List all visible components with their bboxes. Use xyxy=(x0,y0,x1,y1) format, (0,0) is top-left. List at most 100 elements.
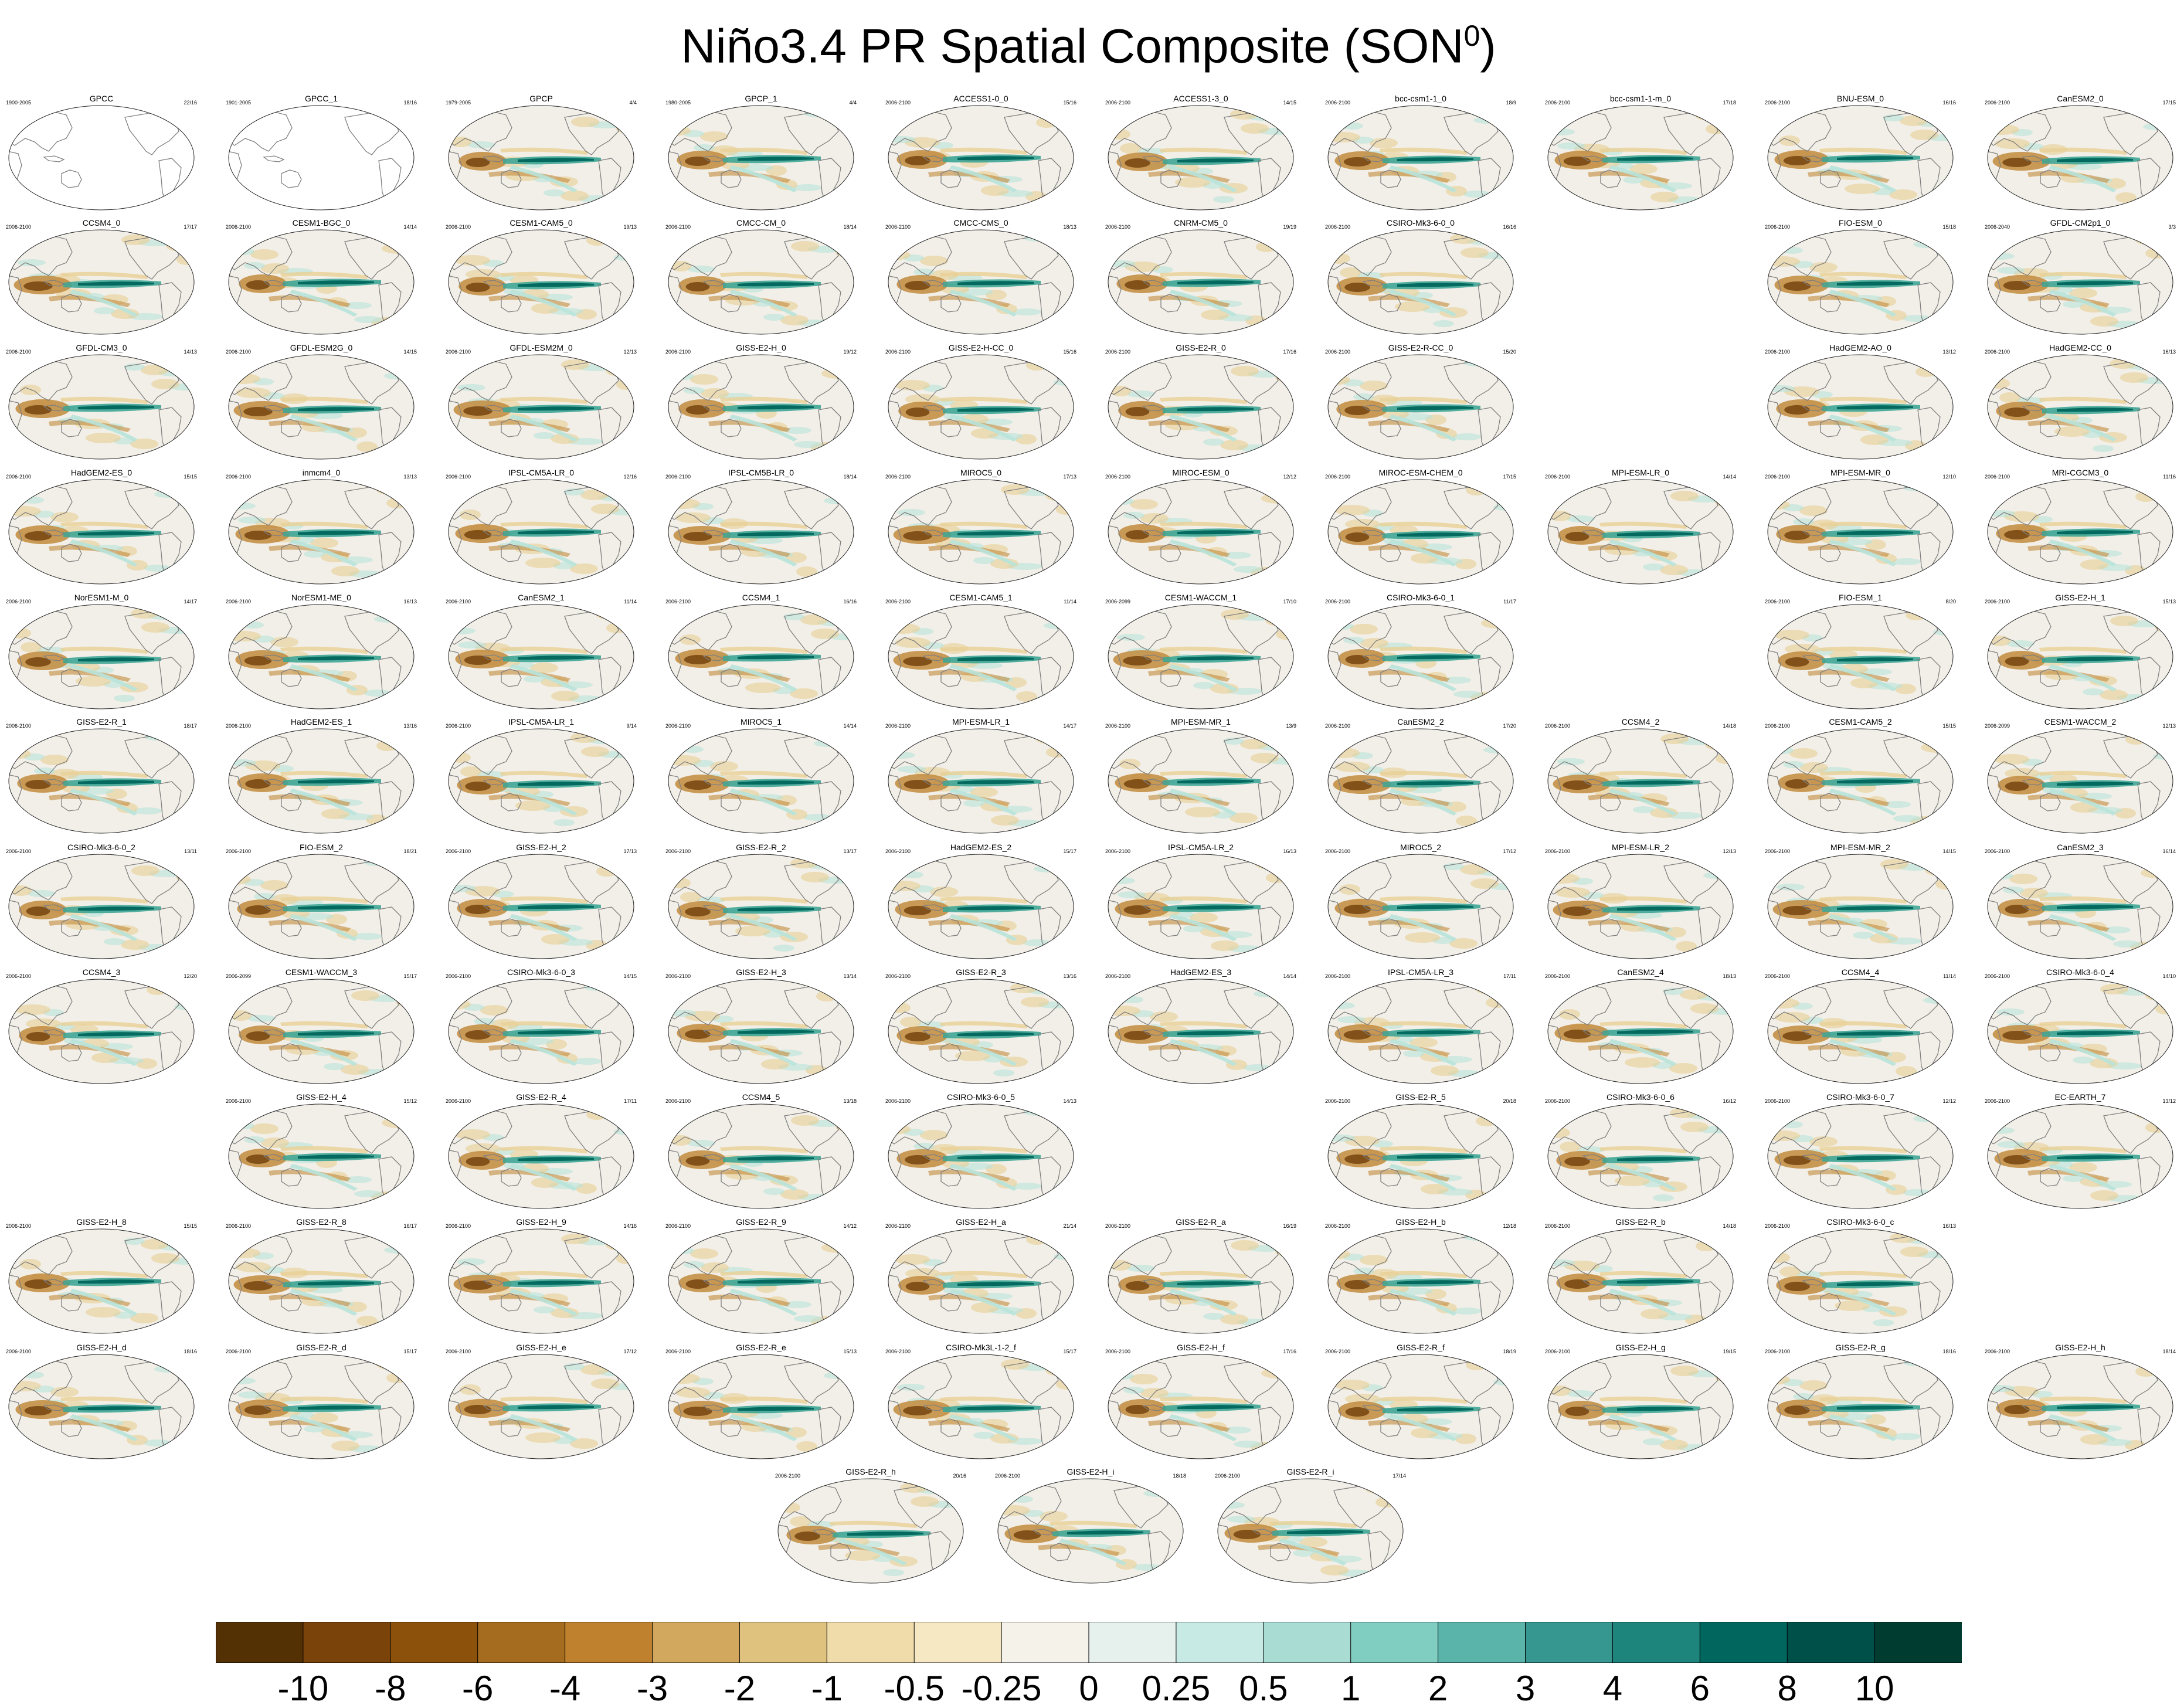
panel-title: IPSL-CM5A-LR_2 xyxy=(1167,843,1234,852)
panel-ratio: 16/16 xyxy=(843,599,857,605)
map-field xyxy=(1548,106,1733,210)
panel-ratio: 14/18 xyxy=(1723,723,1736,729)
map-border xyxy=(448,1354,634,1459)
map-panel-giss-e2-h-9: GISS-E2-H_9 2006-2100 14/16 xyxy=(444,1217,638,1337)
map-panel-csiro-mk3-6-0-c: CSIRO-Mk3-6-0_c 2006-2100 16/13 xyxy=(1764,1217,1957,1337)
map-border xyxy=(1767,979,1954,1084)
map-field xyxy=(1768,1229,1953,1333)
world-map xyxy=(888,1103,1074,1209)
colorbar-segment xyxy=(1088,1622,1177,1663)
map-panel-canesm2-2: CanESM2_2 2006-2100 17/20 xyxy=(1324,717,1517,837)
map-border xyxy=(668,229,854,335)
world-map xyxy=(888,604,1074,709)
world-map xyxy=(228,1354,415,1459)
panel-ratio: 15/15 xyxy=(1942,723,1956,729)
coastline-asia xyxy=(888,857,952,901)
panel-ratio: 11/17 xyxy=(1503,599,1516,605)
coastline-indonesia xyxy=(702,1029,725,1036)
panel-period: 2006-2100 xyxy=(1325,1098,1351,1104)
panel-period: 2006-2100 xyxy=(1325,973,1351,979)
coastline-indonesia xyxy=(1362,1404,1384,1411)
map-field xyxy=(449,355,634,459)
panel-ratio: 14/15 xyxy=(1942,848,1956,854)
colorbar-tick-label: 0.5 xyxy=(1239,1669,1288,1708)
world-map xyxy=(1767,604,1954,709)
coastline-asia xyxy=(449,1232,512,1275)
panel-ratio: 16/13 xyxy=(1283,848,1296,854)
world-map xyxy=(1327,105,1514,210)
coastline-indonesia xyxy=(1802,654,1824,661)
world-map xyxy=(888,854,1074,959)
coastline-asia xyxy=(229,1357,293,1401)
map-border xyxy=(1108,354,1294,460)
coastline-indonesia xyxy=(1582,529,1604,536)
coastline-asia xyxy=(1988,982,2052,1026)
map-field xyxy=(1328,729,1513,833)
panel-ratio: 15/17 xyxy=(403,973,417,979)
panel-title: CESM1-CAM5_0 xyxy=(510,218,573,227)
map-field xyxy=(668,854,854,959)
map-panel-ipsl-cm5a-lr-2: IPSL-CM5A-LR_2 2006-2100 16/13 xyxy=(1104,843,1298,963)
map-border xyxy=(888,728,1074,834)
coastline-asia xyxy=(1548,982,1612,1026)
panel-ratio: 4/4 xyxy=(849,100,857,106)
panel-period: 1901-2005 xyxy=(226,100,252,106)
map-panel-mri-cgcm3-0: MRI-CGCM3_0 2006-2100 11/16 xyxy=(1984,468,2177,588)
coastline-australia xyxy=(2040,1418,2061,1437)
panel-title: GISS-E2-R_b xyxy=(1615,1217,1666,1227)
panel-title: GPCP xyxy=(529,94,553,103)
world-map xyxy=(888,229,1074,335)
map-panel-access1-0-0: ACCESS1-0_0 2006-2100 15/16 xyxy=(884,94,1078,214)
coastline-indonesia xyxy=(702,155,725,162)
panel-ratio: 14/14 xyxy=(843,723,857,729)
panel-ratio: 17/13 xyxy=(1063,474,1076,480)
map-field xyxy=(9,979,194,1084)
panel-ratio: 17/11 xyxy=(1503,973,1516,979)
map-panel-miroc5-1: MIROC5_1 2006-2100 14/14 xyxy=(664,717,858,837)
coastline-indonesia xyxy=(702,405,725,412)
map-border xyxy=(1327,354,1514,460)
coastline-indonesia xyxy=(263,654,285,661)
coastline-indonesia xyxy=(1582,1154,1604,1161)
map-border xyxy=(668,604,854,709)
panel-period: 2006-2100 xyxy=(665,349,691,355)
world-map xyxy=(1108,354,1294,460)
map-border xyxy=(888,105,1074,210)
map-border xyxy=(448,1103,634,1209)
map-field xyxy=(888,1354,1074,1459)
world-map xyxy=(668,979,854,1084)
coastline-asia xyxy=(229,483,293,526)
panel-period: 2006-2100 xyxy=(665,1223,691,1229)
map-panel-giss-e2-h-1: GISS-E2-H_1 2006-2100 15/13 xyxy=(1984,593,2177,713)
map-border xyxy=(1987,354,2173,460)
map-panel-ipsl-cm5b-lr-0: IPSL-CM5B-LR_0 2006-2100 18/14 xyxy=(664,468,858,588)
panel-title: GISS-E2-H_b xyxy=(1395,1217,1446,1227)
map-field xyxy=(1988,480,2173,584)
map-border xyxy=(1327,728,1514,834)
panel-title: GISS-E2-H_g xyxy=(1615,1343,1666,1352)
panel-title: MIROC5_1 xyxy=(740,717,782,726)
map-border xyxy=(888,229,1074,335)
colorbar-tick-label: -0.5 xyxy=(884,1669,945,1708)
map-panel-cesm1-waccm-3: CESM1-WACCM_3 2006-2099 15/17 xyxy=(225,967,418,1088)
map-panel-giss-e2-r-9: GISS-E2-R_9 2006-2100 14/12 xyxy=(664,1217,858,1337)
panel-ratio: 14/15 xyxy=(403,349,417,355)
map-border xyxy=(228,1103,415,1209)
map-panel-hadgem2-es-0: HadGEM2-ES_0 2006-2100 15/15 xyxy=(5,468,198,588)
world-map xyxy=(668,728,854,834)
map-panel-giss-e2-r-2: GISS-E2-R_2 2006-2100 13/17 xyxy=(664,843,858,963)
world-map xyxy=(1327,479,1514,585)
map-field xyxy=(1108,355,1293,459)
map-panel-giss-e2-h-0: GISS-E2-H_0 2006-2100 19/12 xyxy=(664,343,858,463)
coastline-australia xyxy=(2040,918,2061,937)
colorbar-segment xyxy=(1787,1622,1876,1663)
map-border xyxy=(8,728,195,834)
coastline-australia xyxy=(61,294,82,313)
map-field xyxy=(1108,1229,1293,1333)
map-border xyxy=(228,354,415,460)
panel-period: 2006-2100 xyxy=(885,973,911,979)
coastline-indonesia xyxy=(1362,654,1384,661)
map-panel-giss-e2-h-a: GISS-E2-H_a 2006-2100 21/14 xyxy=(884,1217,1078,1337)
map-border xyxy=(1327,1354,1514,1459)
map-panel-cesm1-waccm-2: CESM1-WACCM_2 2006-2099 12/13 xyxy=(1984,717,2177,837)
